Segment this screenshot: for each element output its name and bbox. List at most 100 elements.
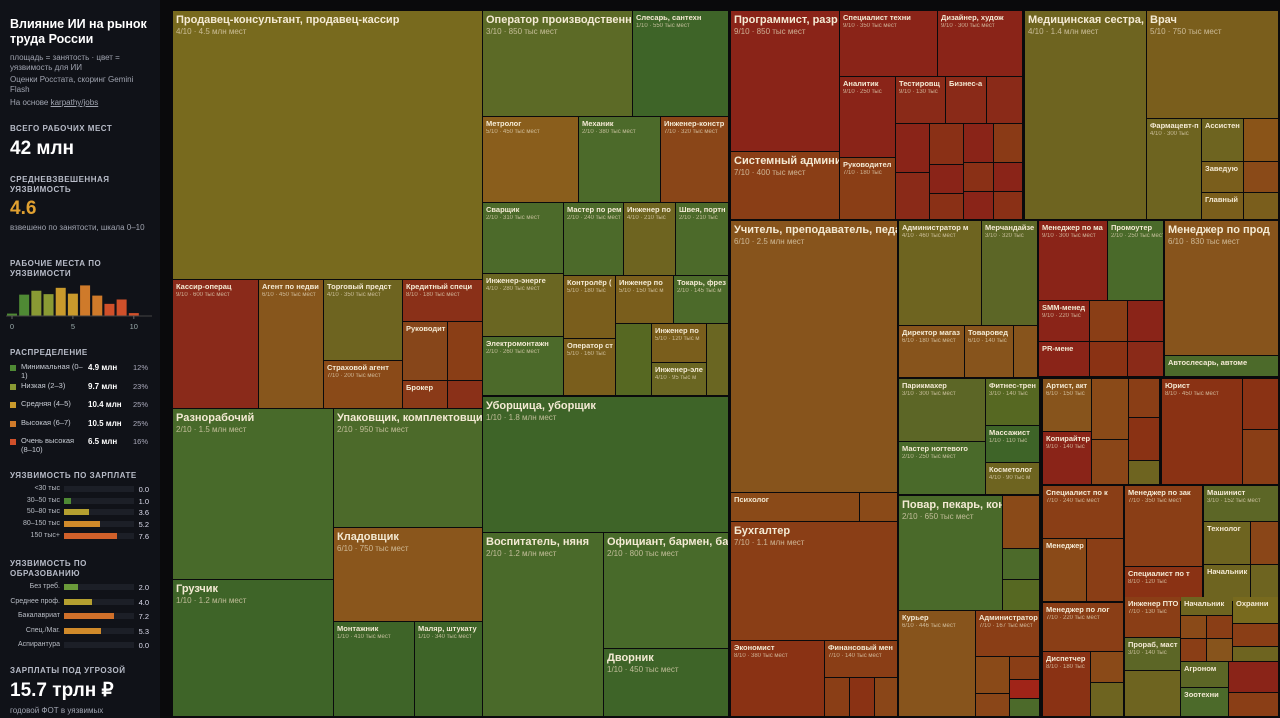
tile-cell [994, 192, 1022, 219]
tile-cell [1251, 522, 1278, 564]
bar-value: 3.6 [138, 508, 149, 518]
tile: Инженер по 5/10 · 120 тыс м [652, 324, 706, 362]
tile-meta: 4/10 · 210 тыс [627, 214, 666, 221]
bar-track [64, 486, 134, 492]
tile-name: Мастер ногтевого [902, 444, 968, 453]
tile-name: Руководит [406, 324, 446, 333]
tile-meta: 1/10 · 110 тыс [989, 437, 1028, 444]
bar [64, 497, 71, 504]
salary-title: УЯЗВИМОСТЬ ПО ЗАРПЛАТЕ [10, 471, 137, 480]
tile-name: Менеджер по лог [1046, 605, 1110, 614]
histogram-bar [104, 303, 115, 316]
tile-name: Главный [1205, 195, 1238, 204]
tile-name: Программист, разр [734, 14, 838, 26]
tile-name: Слесарь, сантехн [636, 13, 702, 22]
tile-meta: 2/10 · 250 тыс мест [902, 453, 956, 460]
tile: Прораб, маст 3/10 · 140 тыс [1125, 638, 1180, 670]
tile: Бухгалтер 7/10 · 1.1 млн мест [731, 522, 897, 640]
tile-name: Специалист по к [1046, 488, 1108, 497]
tile: Оператор ст 5/10 · 160 тыс [564, 339, 615, 395]
tile: Врач 5/10 · 750 тыс мест [1147, 11, 1278, 118]
tile-meta: 7/10 · 180 тыс [843, 169, 882, 176]
tile-meta: 2/10 · 950 тыс мест [337, 424, 409, 434]
tile-meta: 7/10 · 140 тыс мест [828, 652, 882, 659]
source-link[interactable]: karpathy/jobs [50, 98, 99, 107]
tile: Промоутер 2/10 · 250 тыс мест [1108, 221, 1163, 300]
legend-dot [10, 383, 16, 390]
distribution-title: РАСПРЕДЕЛЕНИЕ [10, 348, 88, 357]
histogram-bar [116, 299, 127, 316]
tile-name: Продавец-консультант, продавец-кассир [176, 14, 400, 26]
tile-cell [964, 124, 993, 162]
tile-cell [994, 124, 1022, 162]
average-label: СРЕДНЕВЗВЕШЕННАЯ УЯЗВИМОСТЬ [10, 175, 110, 194]
tile-name: Страховой агент [327, 363, 389, 372]
sidebar: Влияние ИИ на рынок труда России площадь… [0, 0, 160, 718]
tile-name: Администратор [979, 613, 1038, 622]
tile-cell [825, 678, 849, 716]
distribution-row: Высокая (6–7) 10.5 млн 25% [10, 418, 152, 436]
tile: Брокер [403, 381, 447, 408]
histogram-bar [6, 313, 17, 316]
tile-cell [930, 165, 963, 193]
bar [64, 613, 115, 619]
bar-label: Аспирантура [17, 641, 60, 648]
tile-name: Метролог [486, 119, 522, 128]
tile-name: Агент по недви [262, 282, 319, 291]
legend-dot [10, 402, 16, 408]
tile-cell [616, 324, 651, 395]
tile-meta: 9/10 · 220 тыс [1042, 312, 1081, 319]
tile: Менеджер по зак 7/10 · 350 тыс мест [1125, 486, 1202, 566]
bar-track [64, 584, 134, 590]
tile-name: Парикмахер [902, 381, 947, 390]
tile-name: Машинист [1207, 488, 1246, 497]
histogram-bar [55, 287, 66, 316]
tile: Слесарь, сантехн 1/10 · 550 тыс мест [633, 11, 728, 116]
tile-name: Торговый предст [327, 282, 392, 291]
tile-cell [1090, 301, 1127, 341]
tile: Инженер-эле 4/10 · 95 тыс м [652, 363, 706, 395]
source: На основе karpathy/jobs [10, 98, 152, 108]
legend-dot [10, 439, 16, 445]
histogram-bar [128, 313, 139, 316]
tile-cell [1087, 539, 1123, 601]
tile-meta: 9/10 · 850 тыс мест [734, 26, 806, 36]
distribution-value: 6.5 млн [88, 437, 118, 446]
tile: Мастер по рем 2/10 · 240 тыс мест [564, 203, 623, 275]
tile-cell [1092, 440, 1128, 484]
tile-meta: 4/10 · 280 тыс мест [486, 285, 540, 292]
tile-name: Официант, бармен, ба [607, 536, 728, 548]
tile-name: Электромонтажн [486, 339, 549, 348]
distribution-label: Высокая (6–7) [21, 417, 71, 427]
tile-meta: 8/10 · 120 тыс [1128, 578, 1167, 585]
bar-value: 5.2 [138, 520, 149, 530]
tile: Фармацевт-п 4/10 · 300 тыс [1147, 119, 1201, 219]
tile-meta: 2/10 · 210 тыс [679, 214, 718, 221]
tile-name: Директор магаз [902, 328, 961, 337]
tile-cell [1244, 162, 1278, 192]
tile-name: Монтажник [337, 624, 379, 633]
tile-name: Оператор ст [567, 341, 613, 350]
tile-meta: 6/10 · 140 тыс [968, 337, 1007, 344]
tile-meta: 2/10 · 310 тыс мест [486, 214, 540, 221]
tile-meta: 7/10 · 400 тыс мест [734, 167, 806, 177]
tile-cell [1091, 652, 1123, 682]
tile-name: Дизайнер, худож [941, 13, 1004, 22]
tile: Менеджер по ма 9/10 · 300 тыс мест [1039, 221, 1107, 300]
bar-label: Бакалавриат [17, 612, 60, 619]
tile-meta: 9/10 · 350 тыс мест [843, 22, 897, 29]
tile-cell [1181, 616, 1206, 638]
tile-cell [860, 493, 897, 521]
tile-meta: 2/10 · 1.5 млн мест [176, 424, 247, 434]
tile-name: Уборщица, уборщик [486, 400, 596, 412]
tile-cell [1003, 580, 1039, 610]
tile-meta: 4/10 · 460 тыс мест [902, 232, 956, 239]
tile: Менеджер по лог 7/10 · 220 тыс мест [1043, 603, 1123, 651]
tile: Экономист 8/10 · 380 тыс мест [731, 641, 824, 716]
tile-cell [1243, 430, 1278, 484]
tile-cell [1229, 662, 1278, 692]
tile: Специалист техни 9/10 · 350 тыс мест [840, 11, 937, 76]
tile: Дизайнер, худож 9/10 · 300 тыс мест [938, 11, 1022, 76]
tile-meta: 7/10 · 240 тыс мест [1046, 497, 1100, 504]
